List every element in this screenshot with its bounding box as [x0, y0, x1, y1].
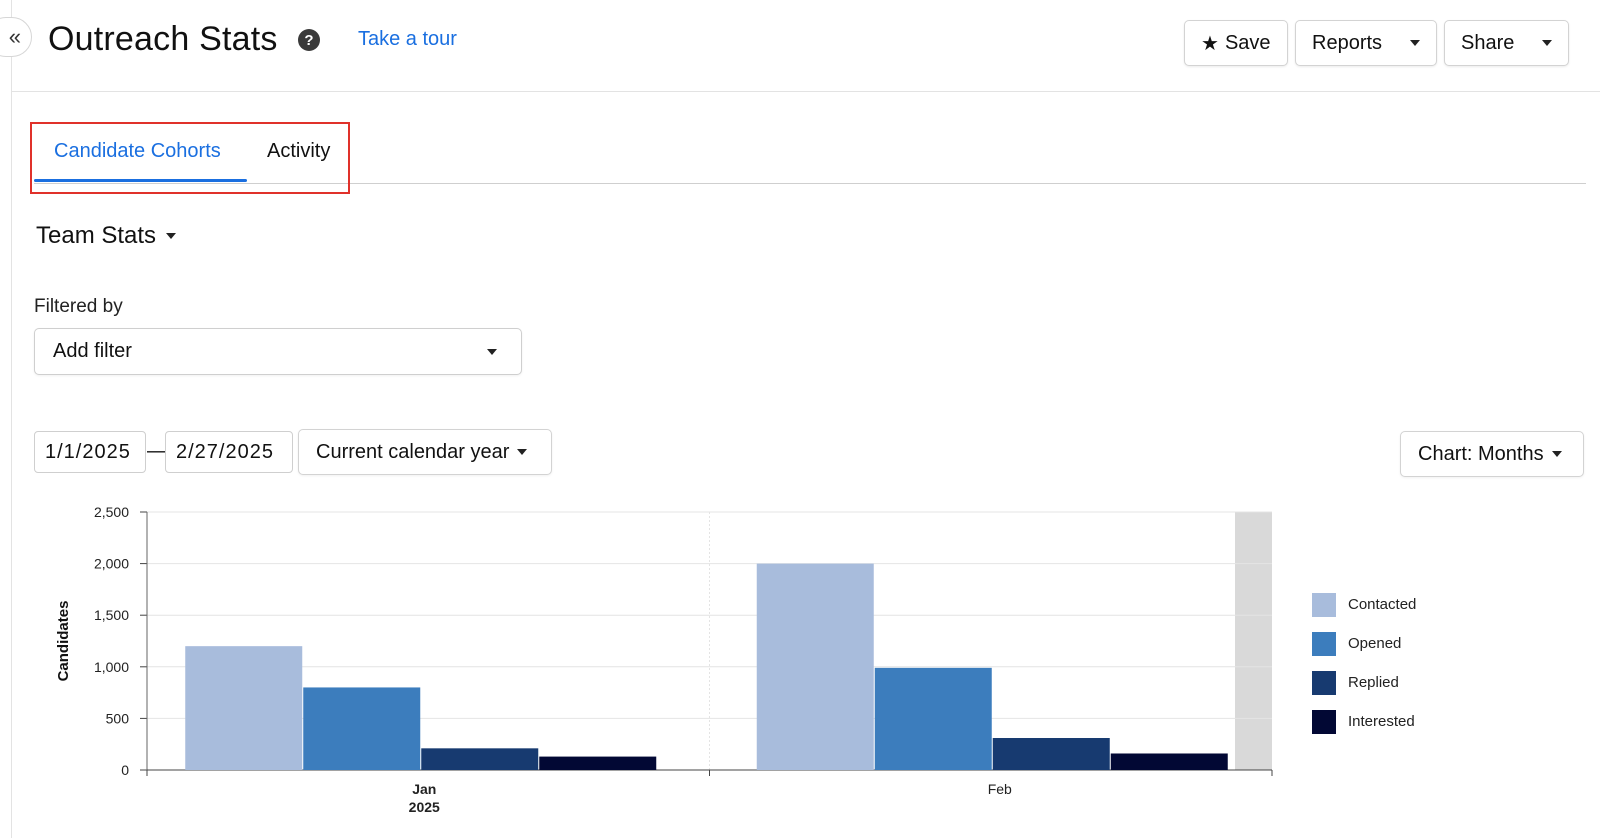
legend-item-contacted: Contacted [1312, 585, 1416, 624]
share-dropdown-button[interactable]: Share [1444, 20, 1569, 66]
share-button-label: Share [1461, 31, 1515, 54]
save-button[interactable]: ★ Save [1184, 20, 1288, 66]
tab-highlight-box [30, 122, 350, 194]
tab-activity[interactable]: Activity [267, 140, 331, 162]
y-axis-label: Candidates [55, 601, 72, 682]
legend-swatch [1312, 631, 1336, 656]
caret-down-icon [1551, 451, 1562, 457]
chart-period-label: Chart: Months [1418, 442, 1544, 465]
date-preset-label: Current calendar year [316, 440, 510, 463]
y-tick-label: 0 [121, 762, 129, 778]
legend-item-interested: Interested [1312, 702, 1416, 741]
y-tick-label: 1,000 [94, 659, 129, 675]
caret-down-icon [487, 348, 497, 355]
x-tick-label: Feb [988, 781, 1012, 797]
y-tick-label: 500 [106, 710, 130, 726]
legend-label: Contacted [1348, 596, 1417, 613]
page-header: Outreach Stats ? Take a tour ★ Save Repo… [12, 0, 1600, 92]
bar-contacted-jan [185, 646, 303, 770]
bar-interested-jan [539, 756, 657, 770]
legend-item-opened: Opened [1312, 624, 1416, 663]
legend-item-replied: Replied [1312, 663, 1416, 702]
tab-bar [34, 118, 1586, 184]
save-button-label: Save [1224, 31, 1271, 54]
start-date-input[interactable]: 1/1/2025 [34, 431, 146, 473]
bar-contacted-feb [756, 563, 874, 770]
star-icon: ★ [1201, 32, 1219, 55]
bar-replied-jan [421, 748, 539, 770]
add-filter-select[interactable]: Add filter [34, 328, 522, 375]
caret-down-icon [1542, 40, 1552, 46]
bar-chart: 0 500 1,000 1,500 2,000 2,500 Jan 2025 Feb Candid… [55, 504, 1273, 815]
caret-down-icon [517, 449, 528, 455]
bar-opened-jan [303, 687, 421, 770]
y-tick-label: 2,500 [94, 504, 129, 520]
legend-label: Opened [1348, 635, 1402, 652]
legend-label: Replied [1348, 674, 1399, 691]
filtered-by-label: Filtered by [34, 296, 123, 317]
caret-down-icon [1410, 40, 1420, 46]
y-tick-label: 2,000 [94, 556, 129, 572]
tab-candidate-cohorts[interactable]: Candidate Cohorts [54, 140, 221, 162]
caret-down-icon [166, 233, 177, 239]
team-stats-label: Team Stats [36, 222, 157, 249]
date-preset-dropdown[interactable]: Current calendar year [298, 429, 552, 475]
chart-period-dropdown[interactable]: Chart: Months [1400, 431, 1584, 477]
take-a-tour-link[interactable]: Take a tour [358, 28, 457, 50]
date-range-separator: — [147, 440, 167, 462]
end-date-input[interactable]: 2/27/2025 [165, 431, 293, 473]
active-tab-indicator [34, 179, 247, 182]
y-tick-label: 1,500 [94, 607, 129, 623]
legend-label: Interested [1348, 713, 1415, 730]
x-tick-label: Jan [412, 781, 436, 797]
x-tick-sublabel: 2025 [409, 799, 440, 815]
future-period-shade [1235, 512, 1272, 770]
chart-legend: Contacted Opened Replied Interested [1312, 585, 1416, 741]
double-chevron-left-icon: « [8, 24, 21, 49]
team-stats-dropdown[interactable]: Team Stats [36, 222, 177, 250]
question-circle-icon[interactable]: ? [298, 29, 320, 51]
legend-swatch [1312, 592, 1336, 617]
bar-opened-feb [874, 667, 992, 770]
bar-interested-feb [1110, 753, 1228, 770]
reports-button-label: Reports [1312, 31, 1383, 54]
left-rail [0, 0, 12, 838]
add-filter-placeholder: Add filter [53, 340, 132, 362]
page-title: Outreach Stats [48, 20, 278, 58]
legend-swatch [1312, 709, 1336, 734]
collapse-sidebar-button[interactable]: « [0, 17, 32, 57]
reports-dropdown-button[interactable]: Reports [1295, 20, 1437, 66]
bar-replied-feb [992, 738, 1110, 770]
legend-swatch [1312, 670, 1336, 695]
